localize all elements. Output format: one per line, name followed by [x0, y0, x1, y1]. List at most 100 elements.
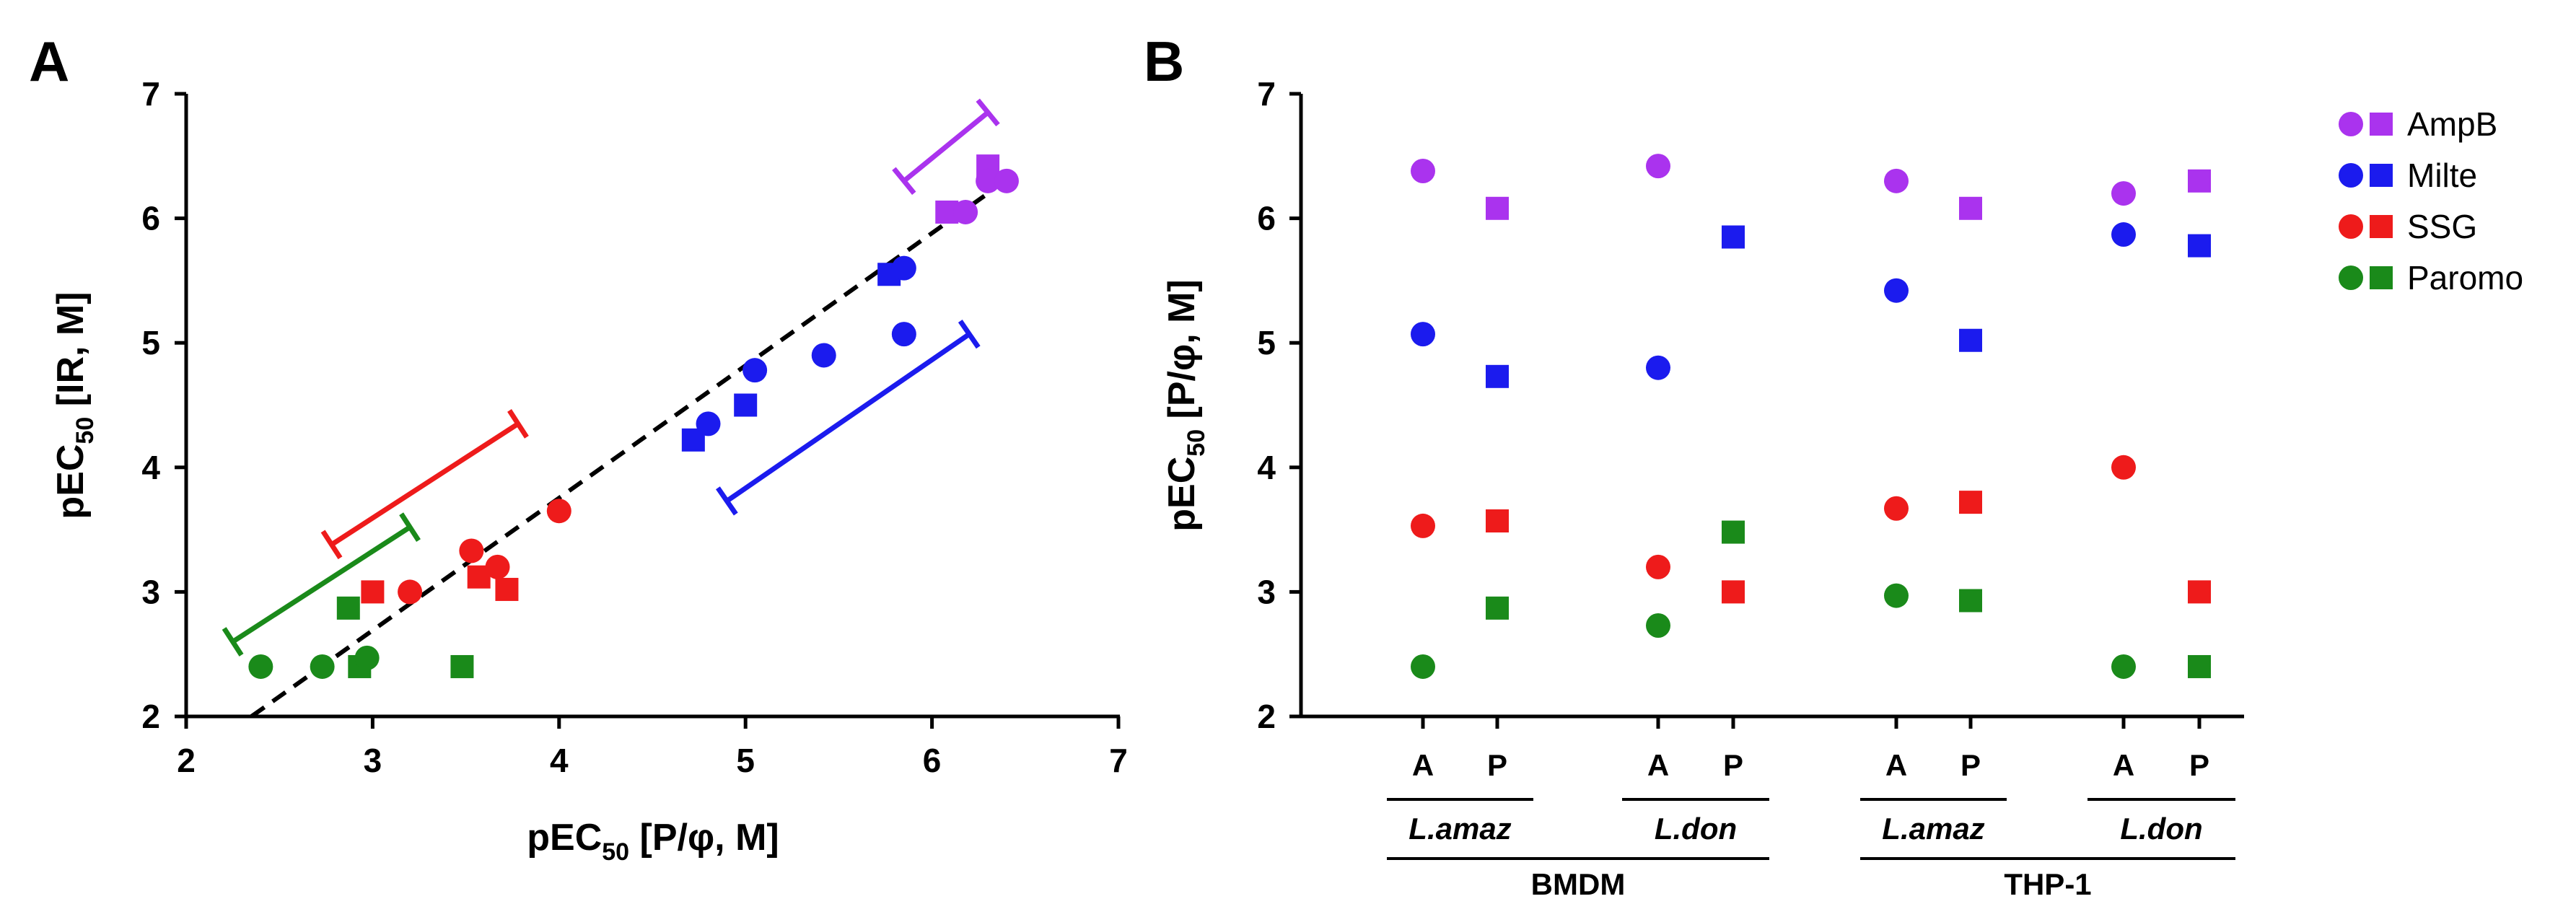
legend-square-milte: [2370, 164, 2393, 187]
y-tick-label: 2: [1257, 698, 1276, 735]
point-circle-ssg: [1411, 513, 1435, 538]
x-tick-label: 6: [923, 742, 942, 779]
point-circle-ssg: [398, 579, 423, 605]
cell-label: BMDM: [1531, 867, 1626, 901]
point-square-paromo: [450, 654, 474, 678]
category-label: A: [1647, 748, 1669, 782]
panel-a-y-label: pEC50 [IR, M]: [50, 291, 99, 519]
point-circle-ssg: [1884, 496, 1909, 521]
y-tick-label: 5: [141, 324, 160, 361]
point-circle-paromo: [248, 654, 273, 679]
range-bar-cap: [399, 512, 421, 543]
y-tick-label: 7: [141, 75, 160, 113]
y-tick-label: 5: [1257, 324, 1276, 361]
legend-square-ampb: [2370, 113, 2393, 136]
x-tick-label: 4: [550, 742, 569, 779]
point-circle-paromo: [354, 645, 380, 670]
point-circle-milte: [891, 322, 916, 347]
group-label: L.amaz: [1882, 812, 1984, 846]
panel-b-y-label: pEC50 [P/φ, M]: [1161, 279, 1210, 531]
range-bar-milte: [725, 332, 971, 504]
panel-a-y-ticks: [175, 92, 186, 719]
panel-a-x-tick-labels: 2 3 4 5 6 7: [177, 742, 1128, 779]
legend-circle-ampb: [2339, 112, 2363, 136]
range-bar-ssg: [330, 421, 520, 547]
panel-b-points: [1411, 154, 2211, 679]
point-circle-ampb: [1411, 159, 1435, 184]
range-bar-cap: [892, 167, 916, 196]
panel-b-group-labels: L.amaz L.don L.amaz L.don: [1409, 812, 2202, 846]
point-circle-paromo: [1646, 613, 1670, 639]
point-circle-ssg: [485, 554, 510, 579]
point-circle-ampb: [1646, 154, 1670, 179]
legend-circle-paromo: [2339, 266, 2363, 290]
point-square-milte: [2188, 234, 2211, 258]
point-circle-milte: [891, 255, 916, 281]
point-circle-ampb: [976, 168, 1001, 193]
point-circle-ampb: [1884, 168, 1909, 193]
panel-a-points: [248, 154, 1019, 679]
panel-b-y-ticks: [1289, 92, 1301, 719]
legend-square-paromo: [2370, 266, 2393, 289]
point-square-ampb: [1486, 196, 1509, 220]
point-square-ssg: [2188, 580, 2211, 604]
range-bar-cap: [507, 409, 529, 439]
range-bar-ampb: [902, 110, 990, 183]
category-label: P: [1487, 748, 1507, 782]
point-circle-paromo: [1411, 654, 1435, 679]
legend-circle-ssg: [2339, 214, 2363, 239]
group-label: L.amaz: [1409, 812, 1511, 846]
point-circle-milte: [811, 343, 836, 368]
category-label: P: [1723, 748, 1743, 782]
panel-b-x-ticks: [1421, 716, 2202, 729]
y-tick-label: 3: [141, 573, 160, 610]
range-bar-cap: [222, 627, 244, 657]
group-label: L.don: [1655, 812, 1737, 846]
range-bar-cap: [320, 530, 343, 560]
point-circle-milte: [1884, 278, 1909, 303]
panel-a: A 2 3 4 5 6 7 2 3 4 5 6 7 pEC50 [P/φ, M] pEC50 [IR…: [29, 30, 1128, 866]
range-bar-cap: [958, 320, 981, 349]
range-bar-paromo: [231, 525, 411, 644]
point-circle-milte: [742, 358, 768, 383]
legend: AmpB Milte SSG Paromo: [2339, 105, 2523, 297]
point-circle-milte: [2111, 222, 2136, 247]
legend-label: Milte: [2407, 157, 2477, 194]
point-square-paromo: [1722, 520, 1745, 544]
point-circle-milte: [1646, 355, 1670, 380]
y-tick-label: 2: [141, 698, 160, 735]
group-label: L.don: [2120, 812, 2202, 846]
point-square-paromo: [1486, 596, 1509, 620]
y-tick-label: 7: [1257, 75, 1276, 113]
point-square-ssg: [1722, 580, 1745, 604]
x-tick-label: 7: [1109, 742, 1128, 779]
y-tick-label: 3: [1257, 573, 1276, 610]
x-tick-label: 5: [736, 742, 755, 779]
range-bar-cap: [976, 98, 1000, 127]
point-circle-ampb: [2111, 181, 2136, 206]
category-label: A: [2113, 748, 2134, 782]
panel-a-x-ticks: [184, 716, 1121, 729]
point-circle-ssg: [546, 499, 571, 524]
point-circle-ampb: [953, 199, 978, 224]
point-square-milte: [1959, 328, 1982, 352]
range-bar-cap: [716, 486, 738, 516]
legend-label: AmpB: [2407, 105, 2497, 143]
category-label: P: [2189, 748, 2209, 782]
point-square-ampb: [1959, 196, 1982, 220]
point-circle-ssg: [1646, 554, 1670, 579]
point-square-ssg: [1959, 491, 1982, 514]
legend-square-ssg: [2370, 215, 2393, 238]
category-label: A: [1412, 748, 1434, 782]
x-tick-label: 2: [177, 742, 196, 779]
panel-a-range-bars: [222, 98, 1000, 657]
category-label: P: [1961, 748, 1981, 782]
point-square-ssg: [1486, 509, 1509, 533]
category-label: A: [1885, 748, 1907, 782]
point-circle-ampb: [994, 168, 1019, 193]
panel-b-letter: B: [1144, 30, 1184, 93]
point-circle-milte: [1411, 322, 1435, 347]
point-circle-paromo: [2111, 654, 2136, 679]
